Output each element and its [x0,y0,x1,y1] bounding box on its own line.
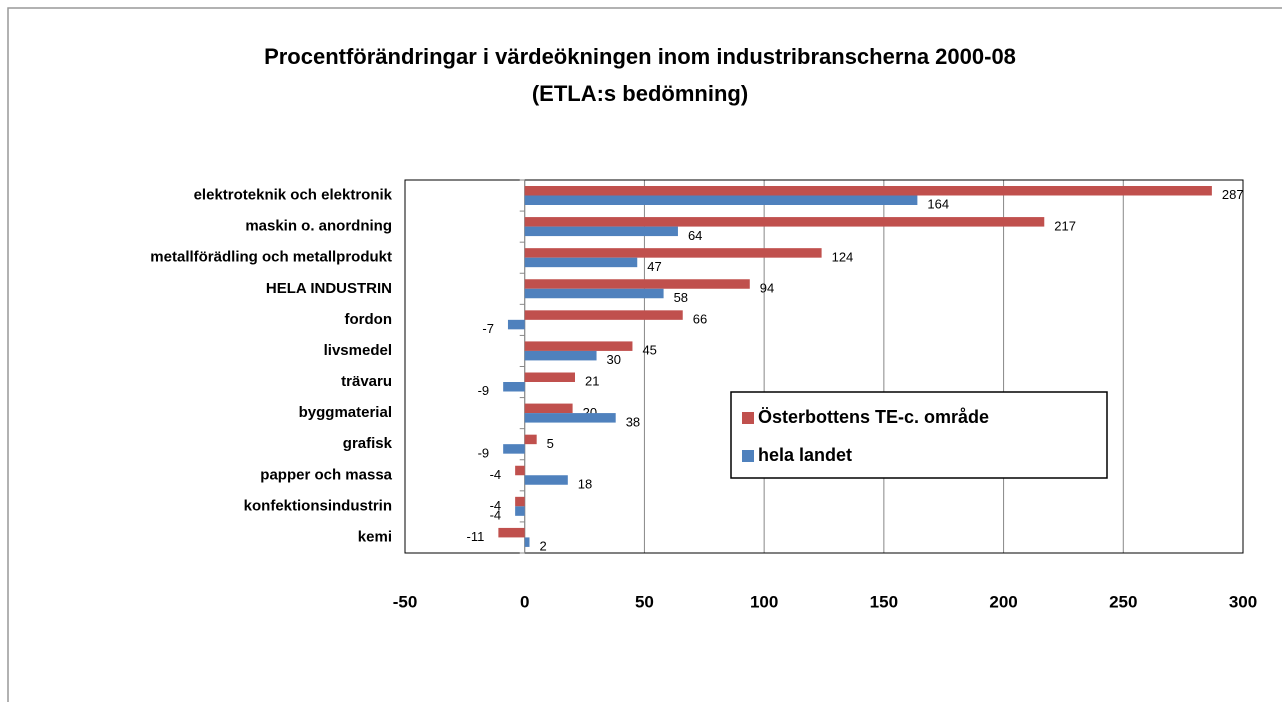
bar [503,444,525,454]
bar [524,279,750,289]
y-tick-label: maskin o. anordning [245,218,392,235]
data-label: 21 [585,374,599,389]
bar [524,310,683,320]
data-label: 94 [760,280,774,295]
data-label: -9 [478,383,490,398]
bar [524,434,537,445]
data-label: 45 [642,343,656,358]
x-tick-label: 250 [1109,592,1137,611]
y-tick-label: kemi [358,528,392,545]
y-tick-label: grafisk [343,435,393,452]
x-tick-label: 0 [520,592,529,611]
data-label: 64 [688,228,702,243]
bar [515,496,525,507]
legend-label: Österbottens TE-c. område [758,407,989,427]
legend-box [730,391,1108,479]
bar [524,372,575,382]
y-tick-label: byggmaterial [299,404,392,421]
bar [524,257,638,268]
bar [498,527,525,538]
x-tick-label: 150 [870,592,898,611]
bar [524,226,678,237]
x-tick-label: 300 [1229,592,1257,611]
data-label: 30 [607,352,621,367]
x-tick-label: 200 [989,592,1017,611]
bar [524,248,822,258]
y-tick-label: elektroteknik och elektronik [194,187,393,204]
data-label: 18 [578,476,592,491]
data-label: -7 [482,321,494,336]
bar [503,382,525,392]
data-label: 124 [832,249,854,264]
bar [524,403,573,414]
y-tick-label: fordon [345,311,392,328]
bar [507,319,525,330]
data-label: 164 [927,197,949,212]
bar [524,288,664,299]
data-label: 58 [674,290,688,305]
bar [524,217,1045,227]
data-label: -4 [490,467,502,482]
y-tick-label: livsmedel [324,342,392,359]
data-label: 217 [1054,218,1076,233]
data-label: -4 [490,508,502,523]
y-tick-label: papper och massa [260,466,392,483]
legend-label: hela landet [758,445,852,465]
data-label: 287 [1222,187,1244,202]
bar [524,475,568,485]
bar [524,186,1212,196]
x-tick-label: 100 [750,592,778,611]
legend-swatch [742,450,754,462]
bar [515,465,525,476]
y-tick-label: konfektionsindustrin [244,497,392,514]
data-label: 2 [540,539,547,554]
data-label: 5 [547,436,554,451]
bar [524,195,918,205]
plot-border [404,179,1244,554]
x-tick-label: -50 [393,592,418,611]
bar [524,341,633,351]
data-label: -4 [490,498,502,513]
data-label: 66 [693,312,707,327]
chart-title: Procentförändringar i värdeökningen inom… [264,44,1016,69]
frame [7,7,1282,702]
chart-subtitle: (ETLA:s bedömning) [532,81,748,106]
data-label: -11 [467,529,485,544]
bar [524,350,597,361]
y-tick-label: HELA INDUSTRIN [266,280,392,297]
bar [524,537,530,547]
x-tick-label: 50 [635,592,654,611]
bar [524,413,616,423]
y-tick-label: trävaru [341,373,392,390]
legend-swatch [742,412,754,424]
data-label: 47 [647,259,661,274]
y-tick-label: metallförädling och metallprodukt [150,249,392,266]
data-label: -9 [478,445,490,460]
bar [515,506,525,516]
data-label: 38 [626,414,640,429]
